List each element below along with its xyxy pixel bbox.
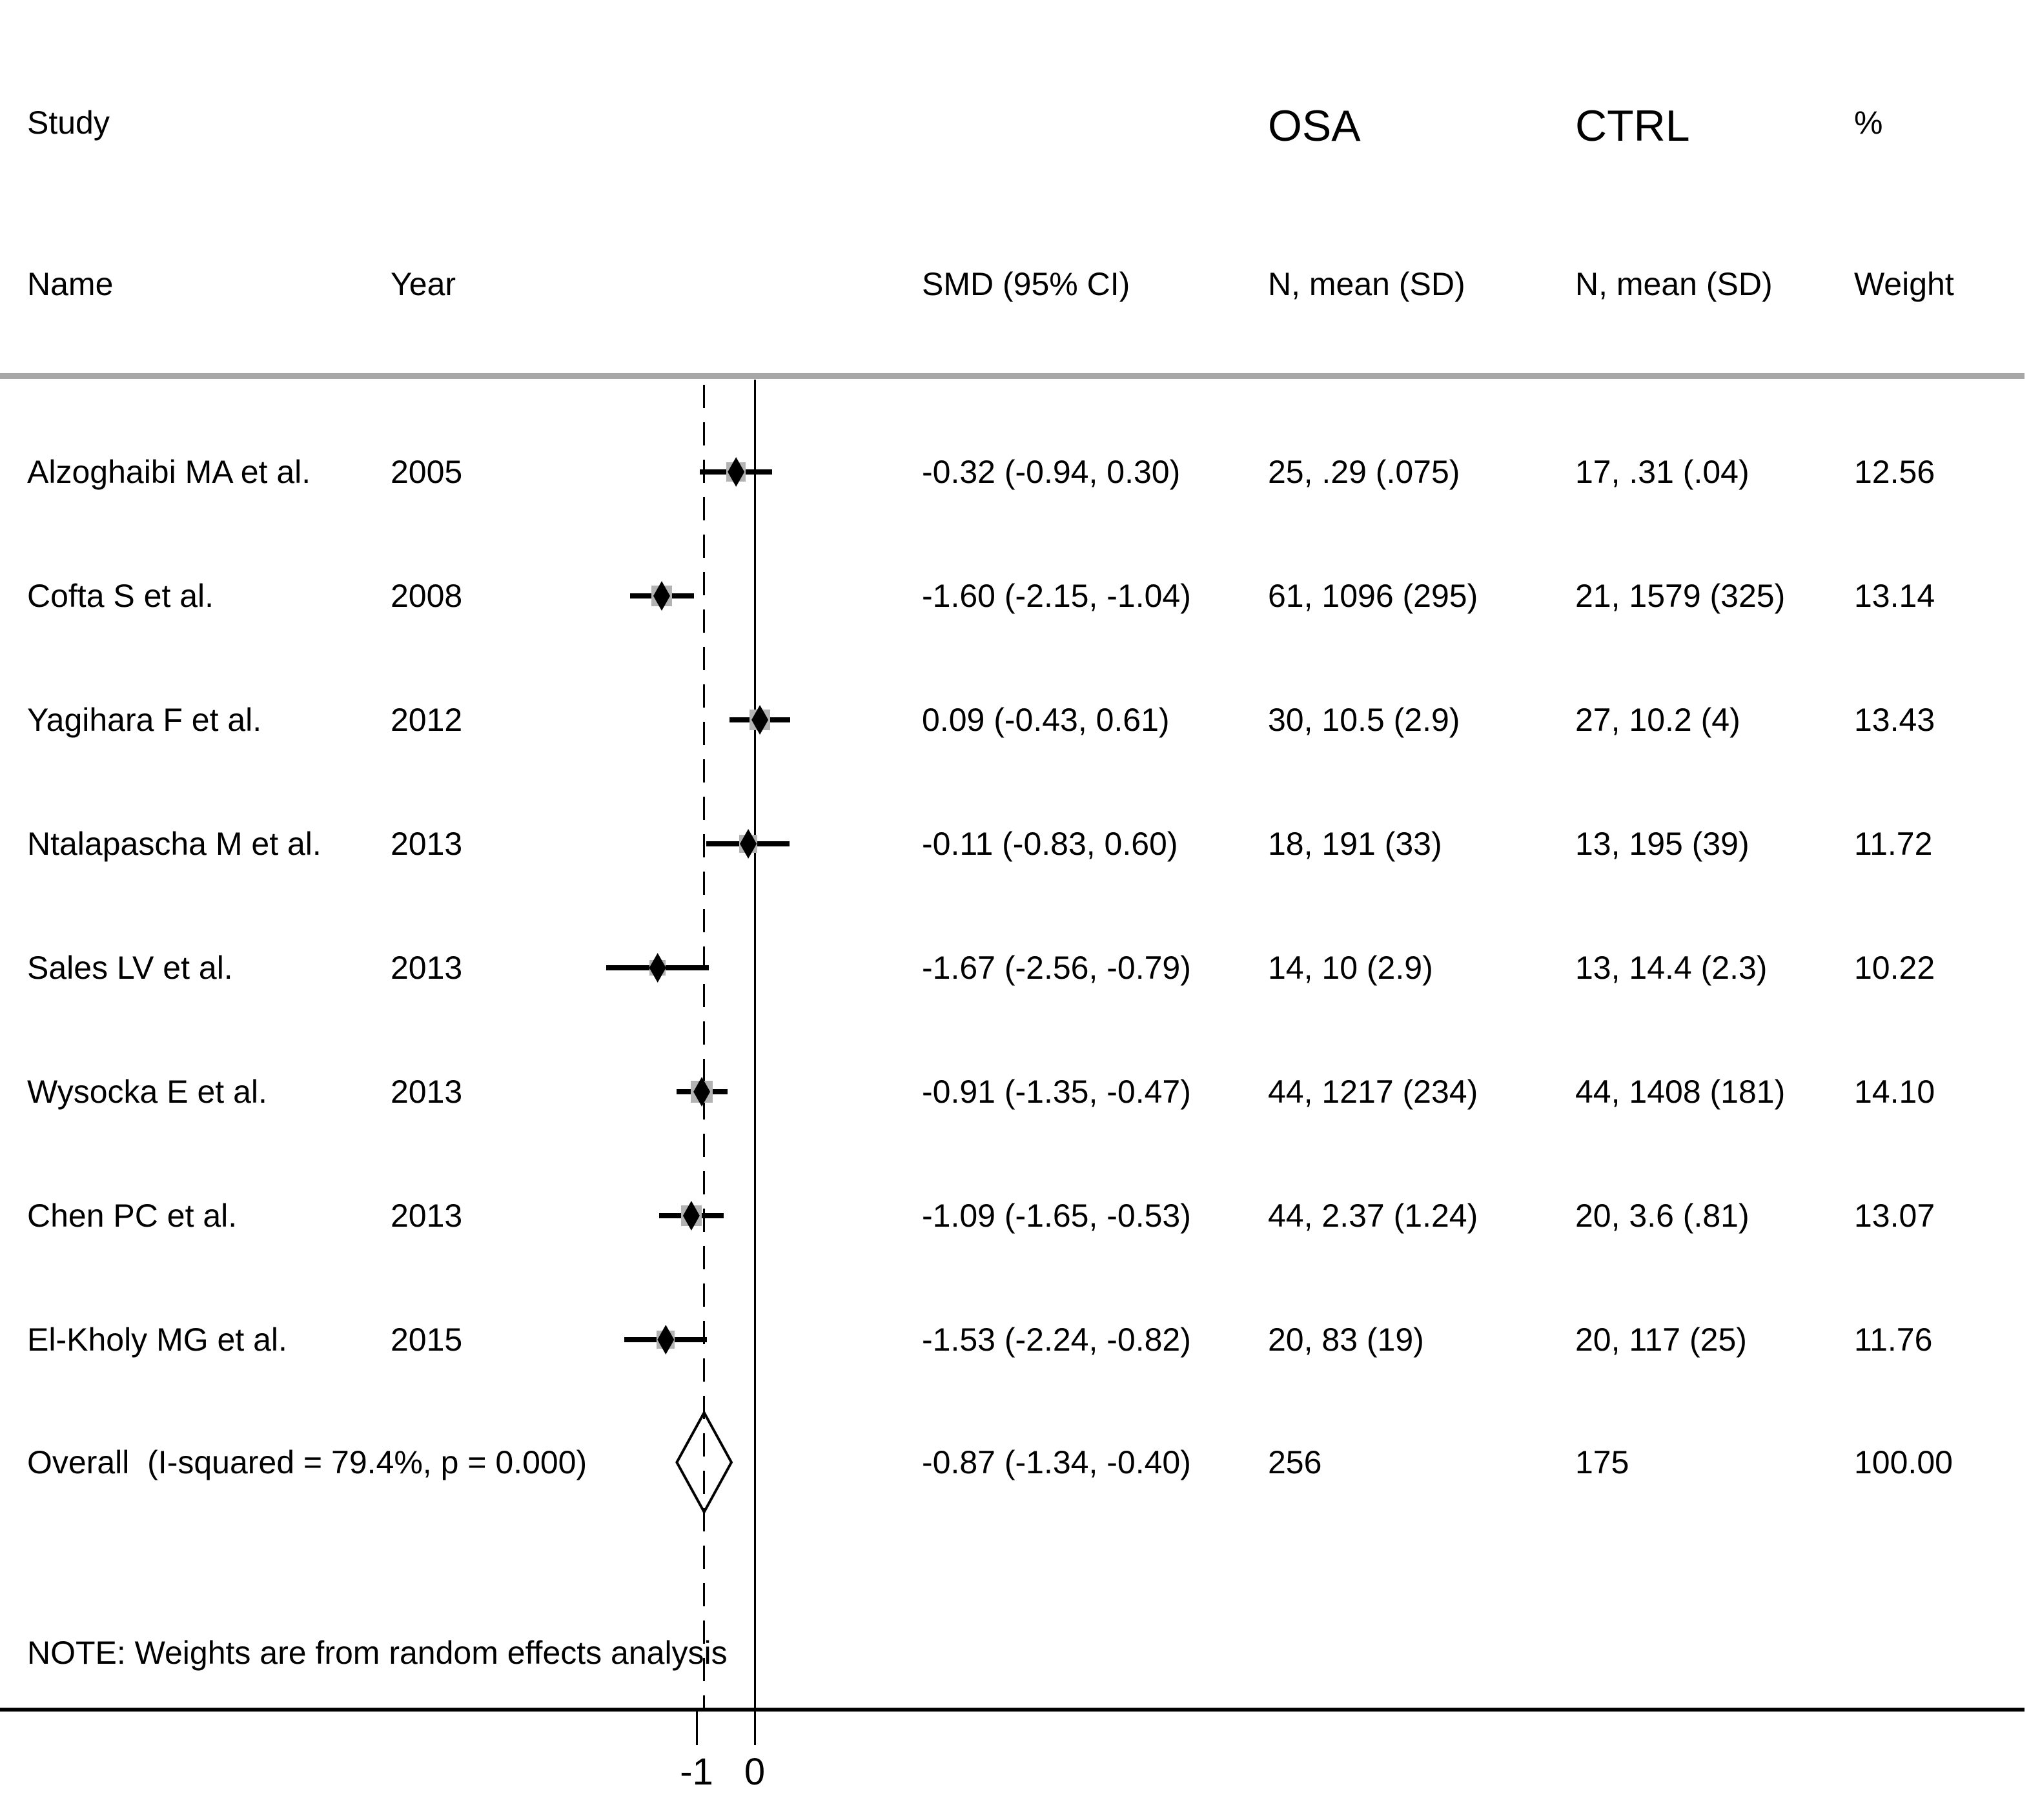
weight-value: 10.22 [1854, 950, 1935, 986]
x-axis-tick [753, 1712, 756, 1745]
smd-ci-value: 0.09 (-0.43, 0.61) [922, 702, 1170, 738]
overall-weight-value: 100.00 [1854, 1444, 1953, 1480]
ctrl-value: 44, 1408 (181) [1575, 1074, 1786, 1110]
header-osa-group: OSA [1268, 101, 1361, 150]
overall-ctrl-total: 175 [1575, 1444, 1629, 1480]
ctrl-value: 20, 117 (25) [1575, 1322, 1747, 1358]
weight-value: 13.14 [1854, 578, 1935, 614]
overall-effect-dashed-line [703, 385, 706, 1708]
overall-osa-total: 256 [1268, 1444, 1322, 1480]
osa-value: 25, .29 (.075) [1268, 454, 1460, 490]
zero-reference-line [753, 380, 756, 1745]
weight-value: 13.07 [1854, 1198, 1935, 1234]
x-axis-line [0, 1708, 2025, 1712]
header-year: Year [391, 266, 456, 302]
ctrl-value: 21, 1579 (325) [1575, 578, 1786, 614]
study-year: 2005 [391, 454, 463, 490]
weight-value: 11.76 [1854, 1322, 1933, 1358]
smd-ci-value: -1.60 (-2.15, -1.04) [922, 578, 1191, 614]
study-year: 2013 [391, 826, 463, 862]
study-year: 2008 [391, 578, 463, 614]
weight-value: 13.43 [1854, 702, 1935, 738]
weight-value: 14.10 [1854, 1074, 1935, 1110]
weight-value: 12.56 [1854, 454, 1935, 490]
smd-ci-value: -1.53 (-2.24, -0.82) [922, 1322, 1191, 1358]
header-ctrl-group: CTRL [1575, 101, 1690, 150]
header-divider-line [0, 373, 2025, 379]
study-name: Ntalapascha M et al. [27, 826, 321, 862]
study-name: Cofta S et al. [27, 578, 214, 614]
header-osa-sub: N, mean (SD) [1268, 266, 1465, 302]
header-name: Name [27, 266, 114, 302]
osa-value: 44, 1217 (234) [1268, 1074, 1478, 1110]
smd-ci-value: -0.32 (-0.94, 0.30) [922, 454, 1181, 490]
weight-value: 11.72 [1854, 826, 1933, 862]
osa-value: 44, 2.37 (1.24) [1268, 1198, 1478, 1234]
ctrl-value: 13, 195 (39) [1575, 826, 1749, 862]
osa-value: 18, 191 (33) [1268, 826, 1442, 862]
overall-diamond [675, 1409, 733, 1515]
note-text: NOTE: Weights are from random effects an… [27, 1635, 728, 1671]
header-study: Study [27, 105, 110, 141]
overall-label: Overall (I-squared = 79.4%, p = 0.000) [27, 1444, 587, 1480]
study-year: 2013 [391, 1198, 463, 1234]
smd-ci-value: -0.11 (-0.83, 0.60) [922, 826, 1178, 862]
ctrl-value: 27, 10.2 (4) [1575, 702, 1740, 738]
study-name: Wysocka E et al. [27, 1074, 267, 1110]
x-axis-tick [695, 1712, 698, 1745]
study-name: El-Kholy MG et al. [27, 1322, 287, 1358]
osa-value: 30, 10.5 (2.9) [1268, 702, 1460, 738]
ctrl-value: 13, 14.4 (2.3) [1575, 950, 1768, 986]
study-name: Sales LV et al. [27, 950, 233, 986]
smd-ci-value: -1.67 (-2.56, -0.79) [922, 950, 1191, 986]
header-percent: % [1854, 105, 1883, 141]
osa-value: 14, 10 (2.9) [1268, 950, 1433, 986]
header-weight: Weight [1854, 266, 1954, 302]
study-name: Chen PC et al. [27, 1198, 238, 1234]
osa-value: 20, 83 (19) [1268, 1322, 1424, 1358]
overall-smd-ci-value: -0.87 (-1.34, -0.40) [922, 1444, 1191, 1480]
x-axis-tick-label: -1 [680, 1751, 713, 1793]
header-ctrl-sub: N, mean (SD) [1575, 266, 1773, 302]
smd-ci-value: -0.91 (-1.35, -0.47) [922, 1074, 1191, 1110]
study-name: Yagihara F et al. [27, 702, 262, 738]
smd-ci-value: -1.09 (-1.65, -0.53) [922, 1198, 1191, 1234]
study-year: 2013 [391, 950, 463, 986]
ctrl-value: 20, 3.6 (.81) [1575, 1198, 1749, 1234]
study-year: 2015 [391, 1322, 463, 1358]
x-axis-tick-label: 0 [744, 1751, 766, 1793]
ctrl-value: 17, .31 (.04) [1575, 454, 1749, 490]
study-year: 2012 [391, 702, 463, 738]
study-year: 2013 [391, 1074, 463, 1110]
header-smd-ci: SMD (95% CI) [922, 266, 1130, 302]
osa-value: 61, 1096 (295) [1268, 578, 1478, 614]
study-name: Alzoghaibi MA et al. [27, 454, 311, 490]
